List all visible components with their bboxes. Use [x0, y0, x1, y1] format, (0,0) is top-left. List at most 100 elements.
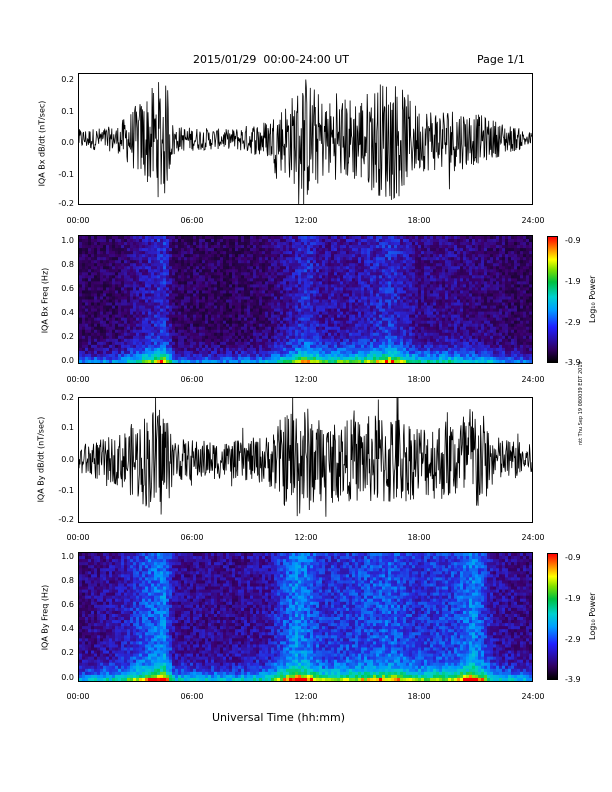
heatmap-cell [298, 338, 302, 343]
heatmap-cell [205, 275, 209, 279]
heatmap-cell [223, 350, 227, 355]
heatmap-cell [184, 266, 188, 270]
heatmap-cell [274, 326, 278, 331]
heatmap-cell [382, 269, 386, 273]
heatmap-cell [343, 248, 347, 252]
heatmap-cell [256, 254, 260, 258]
heatmap-cell [82, 254, 86, 258]
heatmap-cell [229, 323, 233, 328]
heatmap-cell [292, 287, 296, 291]
heatmap-cell [394, 293, 398, 297]
heatmap-cell [208, 272, 212, 276]
heatmap-cell [157, 335, 161, 340]
heatmap-cell [286, 338, 290, 343]
heatmap-cell [145, 242, 149, 246]
heatmap-cell [196, 359, 200, 363]
heatmap-cell [352, 353, 356, 358]
heatmap-cell [148, 269, 152, 273]
heatmap-cell [265, 335, 269, 340]
heatmap-cell [235, 248, 239, 252]
heatmap-cell [265, 296, 269, 300]
heatmap-cell [88, 302, 92, 306]
heatmap-cell [190, 329, 194, 334]
heatmap-cell [142, 242, 146, 246]
heatmap-cell [181, 296, 185, 300]
heatmap-cell [352, 320, 356, 325]
heatmap-cell [340, 335, 344, 340]
heatmap-cell [94, 359, 98, 363]
heatmap-cell [265, 329, 269, 334]
heatmap-cell [223, 242, 227, 246]
heatmap-cell [169, 323, 173, 328]
heatmap-cell [109, 275, 113, 279]
heatmap-cell [160, 359, 164, 363]
heatmap-cell [283, 350, 287, 355]
heatmap-cell [424, 347, 428, 352]
heatmap-cell [196, 263, 200, 267]
heatmap-cell [157, 290, 161, 294]
heatmap-cell [220, 323, 224, 328]
heatmap-cell [184, 293, 188, 297]
heatmap-cell [151, 314, 155, 319]
heatmap-cell [418, 350, 422, 355]
heatmap-cell [124, 245, 128, 249]
heatmap-cell [247, 347, 251, 352]
heatmap-cell [184, 335, 188, 340]
heatmap-cell [202, 293, 206, 297]
heatmap-cell [151, 290, 155, 294]
heatmap-cell [103, 236, 107, 240]
heatmap-cell [187, 323, 191, 328]
heatmap-cell [406, 269, 410, 273]
heatmap-cell [292, 248, 296, 252]
heatmap-cell [265, 350, 269, 355]
heatmap-cell [250, 245, 254, 249]
heatmap-cell [373, 323, 377, 328]
heatmap-cell [169, 290, 173, 294]
heatmap-cell [406, 260, 410, 264]
heatmap-cell [388, 329, 392, 334]
heatmap-cell [217, 287, 221, 291]
heatmap-cell [235, 290, 239, 294]
heatmap-cell [250, 317, 254, 322]
heatmap-cell [310, 353, 314, 358]
heatmap-cell [337, 359, 341, 363]
heatmap-cell [382, 266, 386, 270]
heatmap-cell [283, 344, 287, 349]
heatmap-cell [388, 317, 392, 322]
heatmap-cell [433, 251, 437, 255]
heatmap-cell [325, 323, 329, 328]
heatmap-cell [160, 254, 164, 258]
heatmap-cell [154, 254, 158, 258]
heatmap-cell [265, 245, 269, 249]
heatmap-cell [91, 350, 95, 355]
heatmap-cell [247, 284, 251, 288]
heatmap-cell [298, 251, 302, 255]
heatmap-cell [301, 353, 305, 358]
heatmap-cell [283, 236, 287, 240]
heatmap-cell [376, 344, 380, 349]
heatmap-cell [259, 263, 263, 267]
heatmap-cell [223, 248, 227, 252]
heatmap-cell [247, 275, 251, 279]
heatmap-cell [232, 260, 236, 264]
heatmap-cell [394, 317, 398, 322]
heatmap-cell [379, 236, 383, 240]
heatmap-cell [430, 248, 434, 252]
heatmap-cell [238, 260, 242, 264]
heatmap-cell [127, 350, 131, 355]
heatmap-cell [325, 275, 329, 279]
heatmap-cell [421, 299, 425, 303]
heatmap-cell [265, 353, 269, 358]
heatmap-cell [337, 350, 341, 355]
heatmap-cell [94, 335, 98, 340]
heatmap-cell [214, 353, 218, 358]
heatmap-cell [349, 236, 353, 240]
heatmap-cell [127, 269, 131, 273]
heatmap-cell [226, 239, 230, 243]
heatmap-cell [427, 326, 431, 331]
heatmap-cell [421, 281, 425, 285]
heatmap-cell [271, 248, 275, 252]
heatmap-cell [286, 263, 290, 267]
heatmap-cell [178, 287, 182, 291]
heatmap-cell [238, 242, 242, 246]
